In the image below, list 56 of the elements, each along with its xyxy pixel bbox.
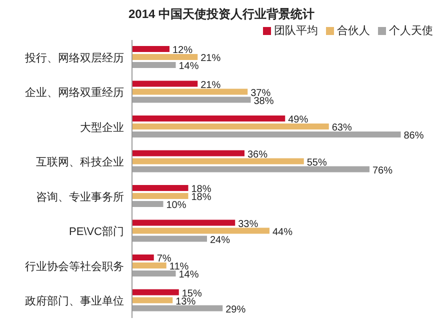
bar bbox=[132, 62, 176, 68]
bar bbox=[132, 220, 236, 226]
data-label: 14% bbox=[178, 270, 199, 280]
data-label: 49% bbox=[288, 114, 308, 126]
bar bbox=[132, 158, 304, 164]
data-label: 86% bbox=[404, 130, 424, 142]
bar bbox=[132, 132, 401, 138]
data-label: 76% bbox=[372, 165, 393, 176]
y-tick-label: 互联网、科技企业 bbox=[36, 156, 124, 169]
bar bbox=[132, 270, 176, 276]
data-label: 10% bbox=[166, 200, 186, 211]
bar bbox=[132, 254, 154, 260]
data-label: 44% bbox=[272, 226, 293, 238]
bar bbox=[132, 289, 179, 296]
data-label: 38% bbox=[254, 96, 274, 107]
bar bbox=[132, 116, 286, 122]
bar bbox=[132, 236, 207, 242]
bar bbox=[132, 96, 251, 103]
data-label: 13% bbox=[176, 296, 196, 308]
bar bbox=[132, 54, 198, 60]
legend-label: 个人天使 bbox=[389, 24, 433, 38]
data-label: 24% bbox=[210, 234, 230, 246]
data-label: 7% bbox=[156, 254, 172, 264]
data-label: 21% bbox=[200, 80, 221, 91]
bar bbox=[132, 88, 248, 95]
bar bbox=[132, 228, 270, 234]
bar bbox=[132, 262, 166, 268]
bar bbox=[132, 150, 244, 156]
bar bbox=[132, 46, 170, 52]
bar bbox=[132, 185, 188, 191]
bar bbox=[132, 166, 370, 172]
data-label: 33% bbox=[238, 218, 258, 230]
chart-title: 2014 中国天使投资人行业背景统计 bbox=[127, 6, 316, 23]
y-tick-label: 企业、网络双重经历 bbox=[25, 86, 124, 100]
data-label: 18% bbox=[191, 192, 212, 203]
y-tick-label: 大型企业 bbox=[80, 120, 124, 134]
data-label: 12% bbox=[172, 45, 193, 56]
data-label: 36% bbox=[248, 149, 268, 160]
data-label: 63% bbox=[332, 122, 352, 134]
data-label: 21% bbox=[200, 53, 221, 64]
bar bbox=[132, 124, 329, 130]
bar bbox=[132, 193, 188, 199]
y-tick-label: 政府部门、事业单位 bbox=[25, 294, 124, 308]
bar bbox=[132, 297, 173, 304]
data-label: 55% bbox=[306, 157, 327, 168]
legend-label: 合伙人 bbox=[337, 24, 370, 38]
bar bbox=[132, 305, 223, 312]
data-label: 29% bbox=[226, 304, 246, 316]
data-label: 14% bbox=[178, 61, 199, 72]
y-tick-label: PE\VC部门 bbox=[68, 225, 124, 238]
y-tick-label: 投行、网络双层经历 bbox=[24, 52, 124, 64]
legend-label: 团队平均 bbox=[274, 24, 318, 38]
y-tick-label: 咨询、专业事务所 bbox=[36, 190, 124, 204]
bar bbox=[132, 80, 198, 87]
bar bbox=[132, 201, 164, 207]
y-tick-label: 行业协会等社会职务 bbox=[25, 260, 124, 273]
